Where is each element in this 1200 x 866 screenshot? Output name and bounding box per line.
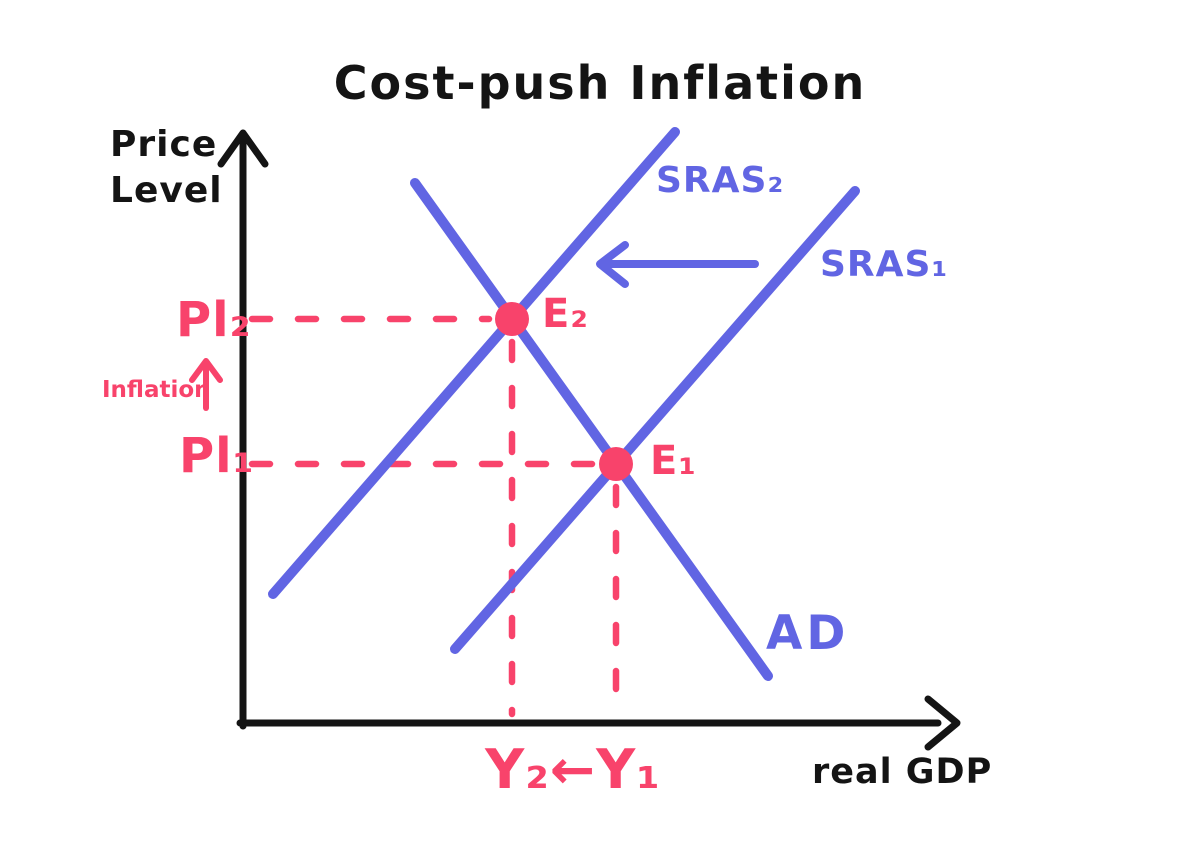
ad-curve: [410, 178, 773, 681]
e1-label: E₁: [650, 438, 697, 484]
e2-label: E₂: [542, 291, 589, 337]
sras-shift-arrow-head-icon: [596, 241, 629, 288]
e2-point: [495, 302, 529, 336]
inflation-label: Inflation: [102, 377, 211, 403]
x-axis-label: real GDP: [812, 752, 993, 792]
x-axis-arrow-icon: [924, 695, 961, 751]
sras-shift-arrow: [596, 241, 759, 288]
y-axis: [217, 129, 269, 730]
y-shift-label: Y₂←Y₁: [485, 738, 661, 801]
x-axis: [236, 695, 961, 751]
pl2-label: Pl₂: [176, 292, 252, 348]
sras1-curve: [450, 186, 860, 654]
inflation-arrow-head-icon: [189, 358, 223, 383]
sras2-label: SRAS₂: [656, 160, 785, 201]
sras1-label: SRAS₁: [820, 244, 949, 285]
y-axis-arrow-icon: [217, 129, 269, 168]
diagram-title: Cost-push Inflation: [333, 56, 867, 110]
sras2-curve: [268, 127, 680, 599]
ad-label: AD: [766, 606, 850, 661]
pl1-label: Pl₁: [179, 428, 255, 484]
inflation-arrow: [189, 358, 223, 411]
y-axis-label: Price Level: [110, 124, 223, 211]
e1-point: [599, 447, 633, 481]
